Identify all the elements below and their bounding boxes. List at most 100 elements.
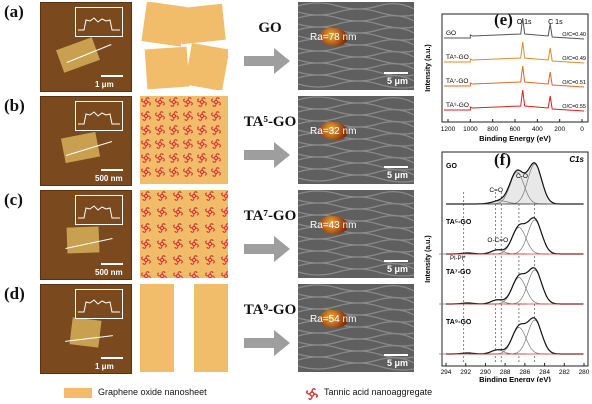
annot-o-c-eq-o: O-C=O — [487, 237, 508, 244]
sem-scale-text: 5 μm — [386, 76, 408, 86]
afm-3d-inset — [320, 216, 348, 234]
afm-scale-text: 1 μm — [95, 80, 114, 89]
series-label: GO — [446, 163, 457, 170]
row-2: (c) 500 nm — [0, 190, 420, 280]
afm-scale-bar — [101, 263, 123, 265]
oc-ratio: O/C=0.40 — [562, 32, 586, 38]
schematic — [140, 190, 228, 278]
panel-label: (a) — [4, 2, 24, 21]
nanosheet-flake — [56, 37, 100, 73]
panel-label: (d) — [4, 284, 25, 303]
x-axis-label: Binding Energy (eV) — [479, 375, 551, 382]
c1s-corner-label: C1s — [569, 155, 584, 164]
spectrum-line — [444, 17, 585, 40]
peak-label-o1s: O 1s — [517, 19, 532, 26]
series-label: TA⁹-GO — [446, 319, 472, 326]
annot-pi-pi: PI-PI* — [450, 256, 466, 262]
panel-label: (b) — [4, 96, 25, 115]
sample-label: TA⁹-GO — [243, 302, 297, 318]
go-sheet — [144, 46, 190, 90]
spectrum-line — [444, 89, 585, 112]
sem-scale-text: 5 μm — [386, 358, 408, 368]
height-profile-line — [78, 17, 120, 31]
afm-scale-text: 500 nm — [95, 268, 123, 277]
afm-scale-bar — [101, 75, 123, 77]
annot-c-eq-o: C=O — [489, 187, 503, 194]
x-tick-label: 1000 — [463, 126, 478, 133]
height-profile-inset — [75, 7, 123, 37]
process-arrow — [244, 48, 290, 74]
tannic-acid-pattern — [141, 191, 228, 278]
series-label: TA⁹-GO — [446, 102, 469, 109]
sem-texture — [298, 2, 414, 89]
sample-label: GO — [258, 20, 282, 36]
tannic-acid-icon — [306, 388, 318, 400]
series-label: TA⁵-GO — [446, 219, 472, 226]
schematic — [140, 2, 228, 90]
panel-e-label: (e) — [494, 10, 513, 29]
sem-image: Ra=54 nm 5 μm — [298, 284, 414, 372]
x-tick-label: 600 — [510, 126, 521, 133]
sem-image: Ra=32 nm 5 μm — [298, 96, 414, 184]
schematic — [140, 96, 228, 184]
tannic-acid-pattern — [174, 284, 194, 372]
x-tick-label: 292 — [460, 369, 471, 376]
process-arrow — [244, 330, 290, 356]
spectrum-line — [444, 65, 585, 88]
panel-f-label: (f) — [494, 150, 511, 169]
roughness-label: Ra=78 nm — [310, 32, 357, 43]
afm-image: 1 μm — [40, 284, 132, 374]
series-label: GO — [446, 30, 456, 37]
spectrum-line — [444, 41, 585, 64]
row-0: (a) 1 μm GO Ra=78 nm 5 μm — [0, 2, 420, 92]
afm-scale-text: 500 nm — [95, 174, 123, 183]
nanosheet-flake — [60, 131, 101, 164]
height-profile-line — [78, 299, 120, 313]
height-profile-inset — [75, 195, 123, 225]
x-tick-label: 288 — [500, 369, 511, 376]
sem-scale-bar — [384, 72, 408, 74]
row-3: (d) 1 μm TA⁹-GO Ra=54 nm 5 μm — [0, 284, 420, 374]
process-arrow — [244, 236, 290, 262]
sem-texture — [298, 190, 414, 277]
sem-scale-bar — [384, 166, 408, 168]
go-swatch — [64, 388, 92, 398]
annot-c-o: C-O — [516, 173, 528, 180]
envelope-fill — [446, 317, 584, 354]
series-label: TA⁵-GO — [446, 54, 469, 61]
plot-frame — [441, 151, 589, 367]
nanosheet-flake — [69, 317, 102, 348]
legend-go-label: Graphene oxide nanosheet — [98, 387, 207, 397]
y-axis-label: Intensity (a.u.) — [425, 235, 432, 282]
x-tick-label: 294 — [441, 369, 452, 376]
x-axis-label: Binding Energy (eV) — [479, 134, 551, 143]
oc-ratio: O/C=0.51 — [562, 80, 586, 86]
sample-label: TA⁵-GO — [243, 114, 297, 130]
fit-component — [488, 171, 547, 205]
afm-3d-inset — [320, 310, 348, 328]
sample-label: TA⁷-GO — [243, 208, 297, 224]
row-1: (b) 500 nm — [0, 96, 420, 186]
go-sheet — [184, 43, 228, 90]
envelope-fill — [446, 267, 584, 304]
x-tick-label: 400 — [532, 126, 543, 133]
afm-scale-text: 1 μm — [95, 362, 114, 371]
afm-scale-bar — [101, 169, 123, 171]
oc-ratio: O/C=0.49 — [562, 56, 586, 62]
afm-image: 500 nm — [40, 96, 132, 186]
legend: Graphene oxide nanosheet Tannic acid nan… — [64, 386, 444, 402]
afm-image: 1 μm — [40, 2, 132, 92]
sem-image: Ra=43 nm 5 μm — [298, 190, 414, 278]
height-profile-line — [78, 111, 120, 125]
envelope-fill — [446, 162, 584, 204]
afm-3d-inset — [320, 122, 348, 140]
x-tick-label: 0 — [580, 126, 584, 133]
series-label: TA⁷-GO — [446, 269, 471, 276]
x-tick-label: 800 — [487, 126, 498, 133]
oc-ratio: O/C=0.55 — [562, 104, 586, 110]
schematic — [140, 284, 228, 372]
x-tick-label: 290 — [480, 369, 491, 376]
go-sheet — [178, 3, 226, 45]
sem-texture — [298, 284, 414, 371]
envelope-fill — [446, 217, 584, 254]
